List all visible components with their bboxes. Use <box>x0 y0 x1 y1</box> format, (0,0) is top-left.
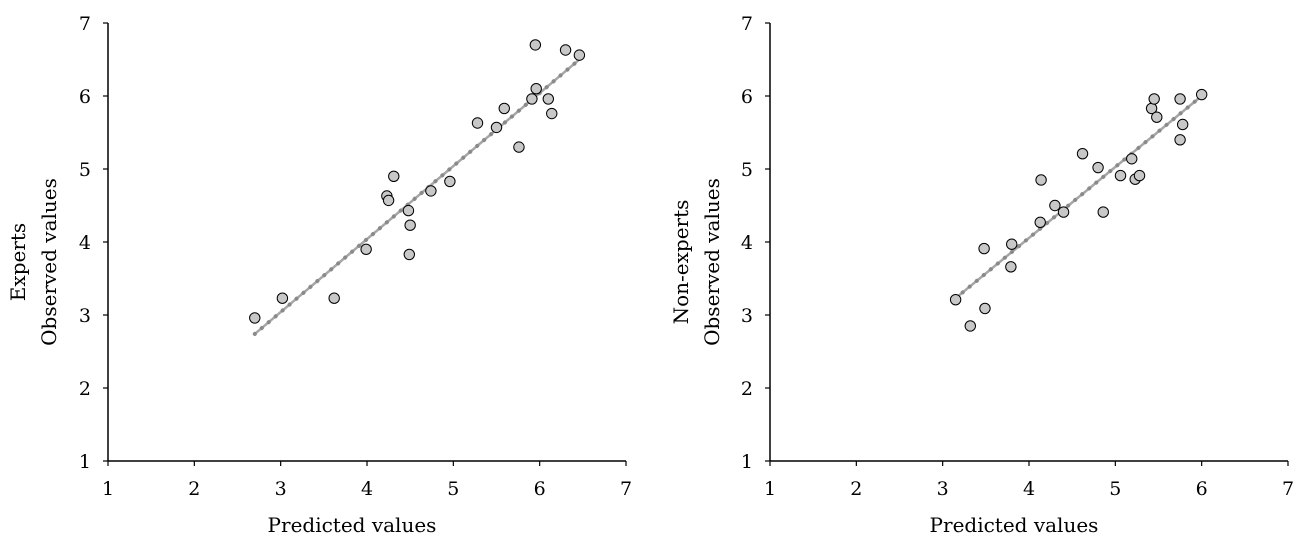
y-axis-title-line: Non-experts <box>669 200 693 325</box>
data-point <box>1114 169 1127 182</box>
data-point <box>1035 174 1047 186</box>
experts-scatter-plot: 1 2 3 4 5 6 7 1 2 3 4 5 6 7 Predicted values Experts Obs… <box>6 13 632 537</box>
data-point <box>1076 147 1089 160</box>
data-point <box>276 292 289 304</box>
data-point <box>1006 238 1018 250</box>
x-tick-label: 2 <box>850 478 862 500</box>
data-point <box>1057 206 1070 218</box>
data-point <box>403 248 416 261</box>
data-point <box>471 117 484 129</box>
y-axis-title-line: Observed values <box>700 178 724 346</box>
data-point <box>964 320 976 332</box>
data-point <box>328 292 340 304</box>
data-point <box>1097 206 1109 218</box>
x-tick-label: 4 <box>1023 478 1035 500</box>
data-point <box>1148 93 1160 105</box>
x-tick-label: 5 <box>1109 478 1121 500</box>
x-tick-label: 7 <box>1282 478 1294 500</box>
x-tick-label: 7 <box>620 478 632 500</box>
y-tick-label: 7 <box>741 13 753 35</box>
data-point <box>949 293 962 306</box>
data-point <box>1092 161 1104 174</box>
y-tick-label: 6 <box>79 86 91 108</box>
y-tick-label: 4 <box>741 232 753 254</box>
data-point <box>546 107 558 120</box>
data-point <box>1174 134 1186 146</box>
y-tick-label: 5 <box>741 159 753 181</box>
x-axis-title: Predicted values <box>268 513 437 537</box>
y-tick-label: 2 <box>79 378 91 400</box>
data-point <box>559 44 572 56</box>
x-tick-label: 6 <box>534 478 546 500</box>
data-point <box>513 141 525 153</box>
data-point <box>573 49 586 61</box>
y-tick-label: 1 <box>79 451 91 473</box>
data-point <box>444 175 456 188</box>
data-point <box>1005 261 1017 273</box>
x-tick-label: 4 <box>361 478 373 500</box>
data-point <box>1174 93 1186 105</box>
data-point <box>402 204 415 217</box>
data-point <box>360 243 372 256</box>
data-point <box>529 39 542 51</box>
data-point <box>425 185 437 197</box>
data-point <box>542 93 554 105</box>
x-tick-label: 2 <box>188 478 200 500</box>
x-tick-label: 6 <box>1196 478 1208 500</box>
x-axis-title: Predicted values <box>930 513 1099 537</box>
data-point <box>388 170 400 183</box>
y-tick-label: 4 <box>79 232 91 254</box>
y-tick-label: 3 <box>79 305 91 327</box>
data-point <box>530 83 542 95</box>
trend-line-markers <box>252 54 585 336</box>
data-point <box>1151 111 1163 123</box>
y-tick-label: 3 <box>741 305 753 327</box>
y-tick-label: 6 <box>741 86 753 108</box>
non-experts-scatter-plot: 1 2 3 4 5 6 7 1 2 3 4 5 6 7 Predicted values Non-expert… <box>669 13 1294 537</box>
y-axis-title-line: Observed values <box>37 178 61 346</box>
data-point <box>979 302 991 315</box>
y-axis-title-line: Experts <box>6 223 30 301</box>
y-tick-label: 7 <box>79 13 91 35</box>
y-tick-label: 1 <box>741 451 753 473</box>
data-point <box>526 93 538 105</box>
data-point <box>382 194 395 207</box>
y-tick-label: 2 <box>741 378 753 400</box>
data-point <box>1195 88 1208 101</box>
data-point <box>404 219 416 231</box>
x-tick-label: 1 <box>764 478 776 500</box>
y-tick-label: 5 <box>79 159 91 181</box>
data-point <box>1034 216 1046 228</box>
x-tick-label: 3 <box>937 478 949 500</box>
data-point <box>1176 118 1189 131</box>
data-point <box>1133 169 1146 182</box>
trend-line <box>954 95 1203 300</box>
data-point <box>978 242 990 255</box>
data-point <box>249 312 261 324</box>
data-point <box>490 121 503 134</box>
x-tick-label: 1 <box>102 478 114 500</box>
data-point <box>1049 199 1061 212</box>
data-point <box>1126 153 1138 165</box>
data-point <box>498 102 510 115</box>
x-tick-label: 3 <box>275 478 287 500</box>
x-tick-label: 5 <box>447 478 459 500</box>
trend-line-markers <box>953 94 1204 301</box>
